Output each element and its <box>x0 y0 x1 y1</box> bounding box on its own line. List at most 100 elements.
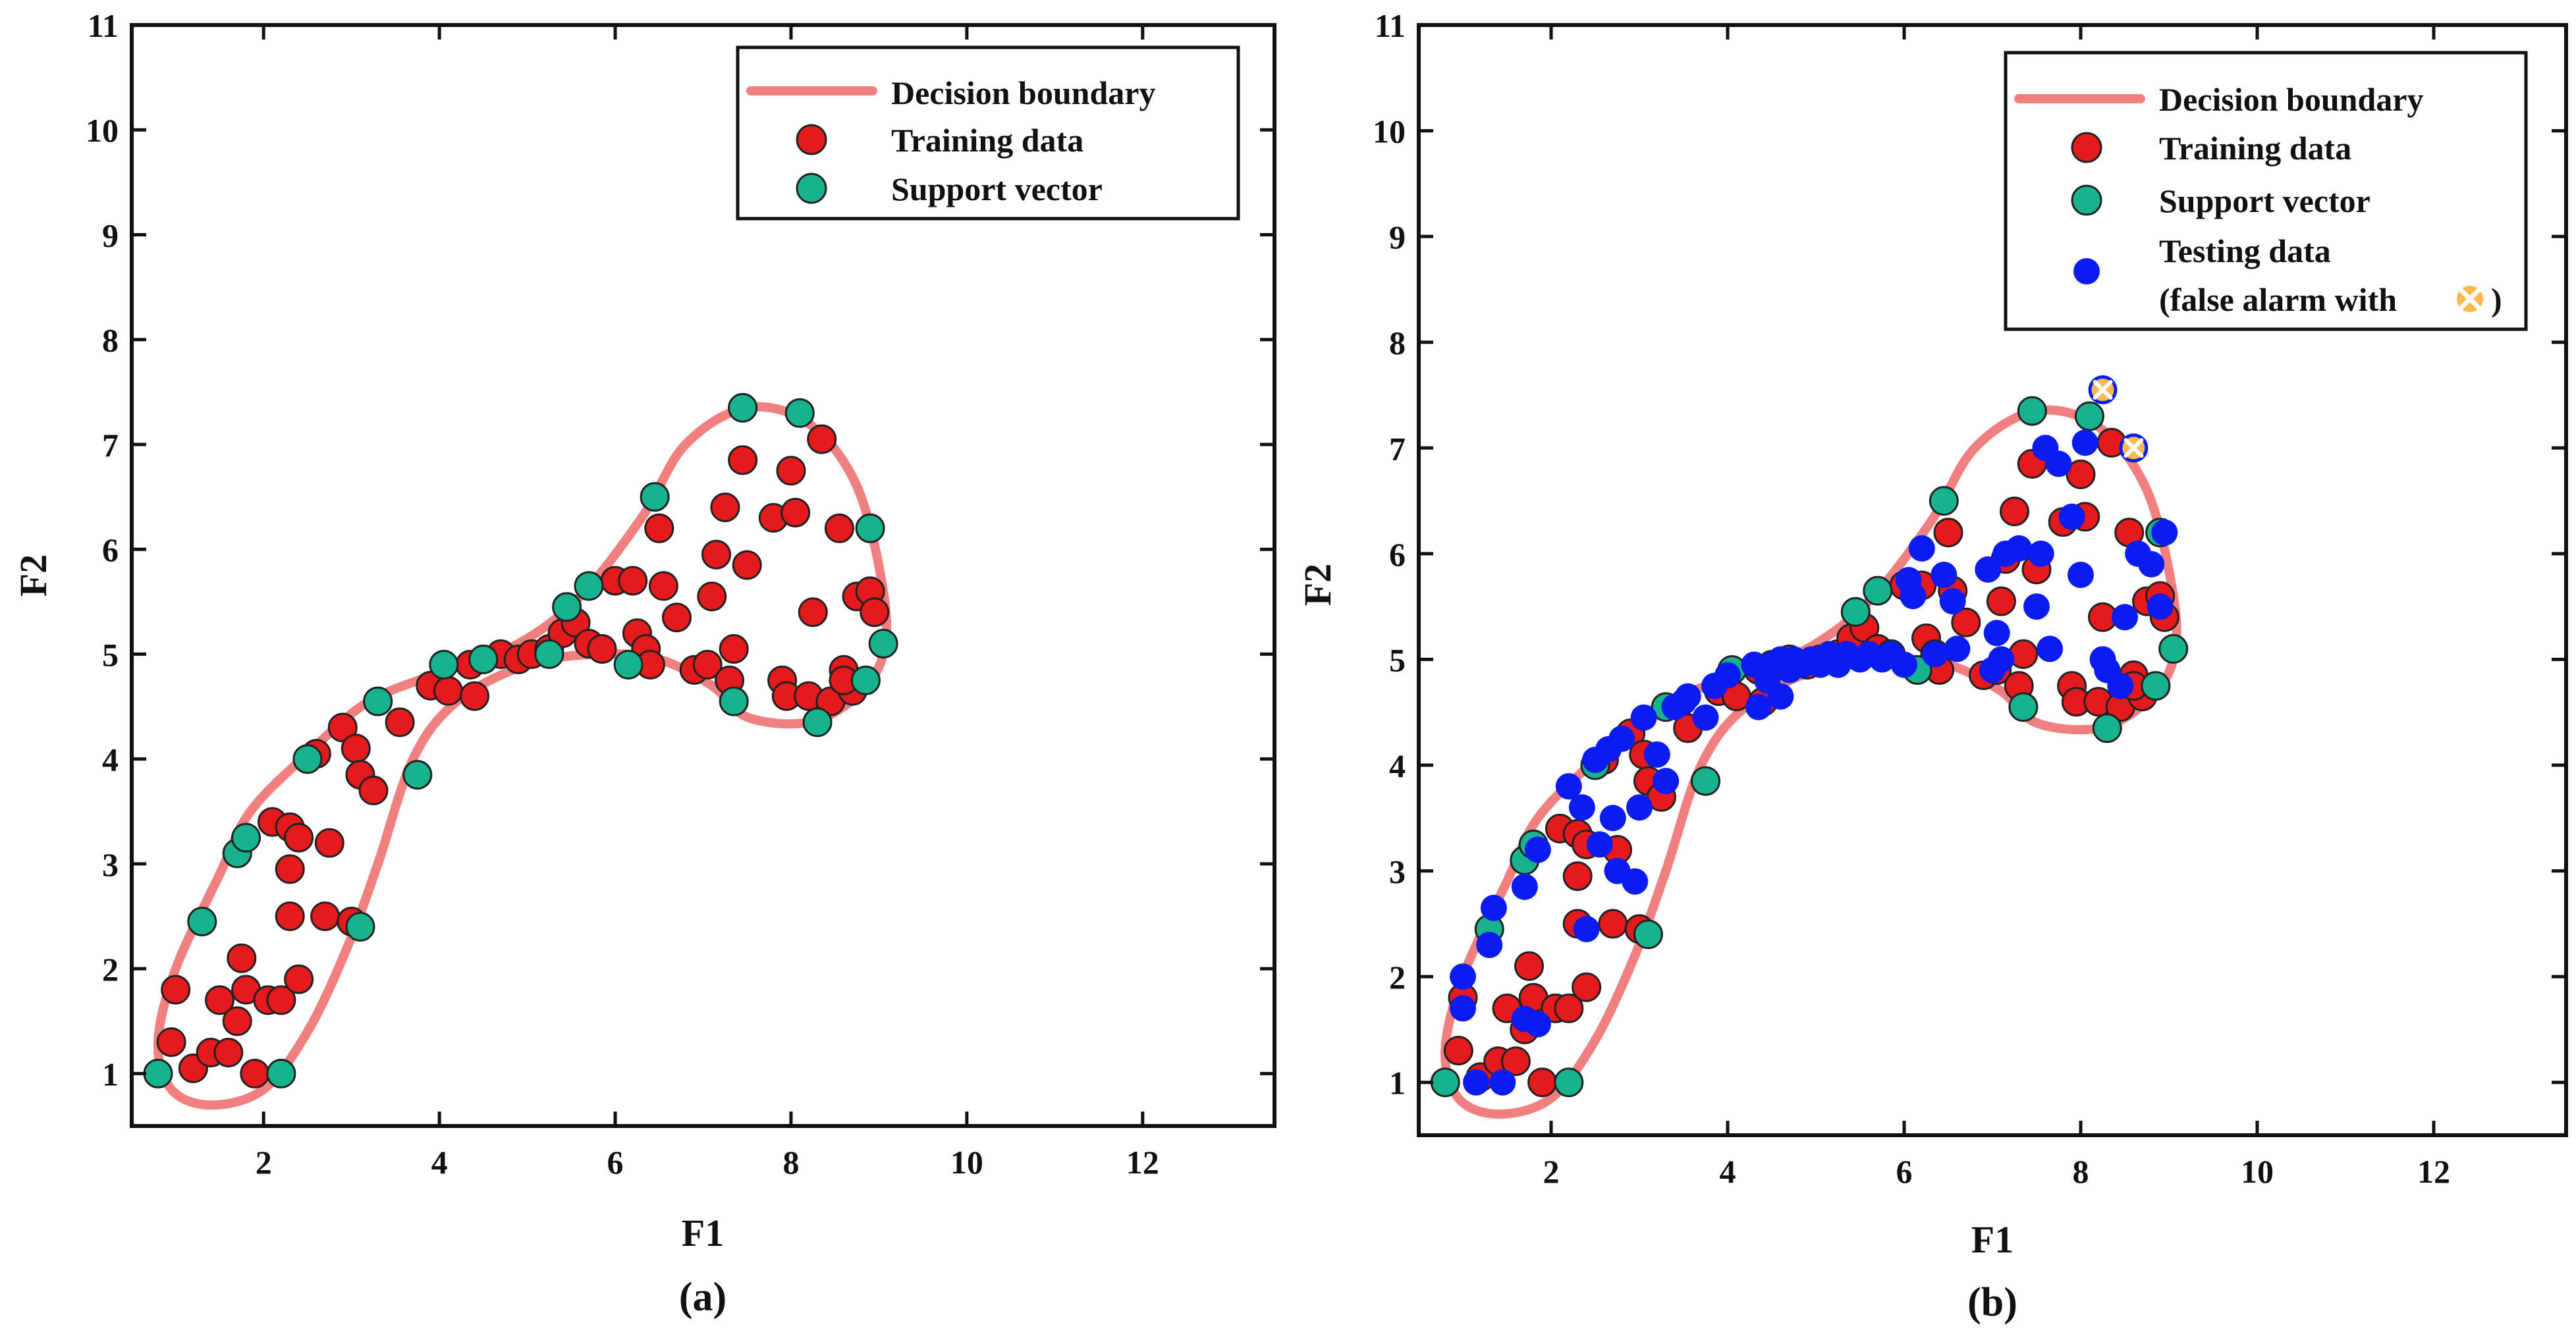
testing-data-point <box>2151 519 2178 546</box>
y-tick-label: 2 <box>102 951 119 988</box>
panel-b-label: (b) <box>1967 1280 2017 1325</box>
legend-support-marker <box>2071 184 2102 216</box>
y-tick-label: 5 <box>1389 641 1406 678</box>
support-vector-point <box>2141 671 2171 701</box>
support-vector-point <box>574 571 604 601</box>
training-data-point <box>728 445 758 475</box>
testing-data-point <box>1630 704 1657 731</box>
support-vector-point <box>143 1058 173 1088</box>
training-data-point <box>1443 1036 1473 1065</box>
training-data-point <box>358 775 389 805</box>
support-vector-point <box>1691 766 1720 796</box>
testing-data-point <box>1476 932 1503 958</box>
y-tick-label: 11 <box>1375 7 1406 44</box>
panel-b-axes-frame <box>1417 23 2568 1137</box>
support-vector-point <box>1430 1067 1460 1098</box>
testing-data-point <box>2027 540 2054 567</box>
y-tick-label: 8 <box>1389 325 1406 362</box>
testing-data-point <box>1599 805 1626 832</box>
legend-training-marker <box>2071 132 2102 163</box>
training-data-point <box>824 513 854 543</box>
y-tick-label: 3 <box>102 846 119 883</box>
support-vector-point <box>2158 633 2189 664</box>
panel-a-axes-frame <box>130 23 1276 1128</box>
testing-data-point <box>1511 873 1538 900</box>
training-data-point <box>776 456 806 486</box>
legend-testing-label: Testing data <box>2159 232 2331 269</box>
legend-support-marker <box>796 173 827 204</box>
x-tick-label: 4 <box>431 1144 448 1181</box>
training-data-point <box>781 498 811 527</box>
training-data-point <box>1514 951 1544 981</box>
testing-data-point <box>1586 831 1613 858</box>
training-data-point <box>798 597 828 628</box>
y-tick-label: 9 <box>102 217 119 254</box>
support-vector-point <box>613 649 644 680</box>
training-data-point <box>266 985 296 1015</box>
support-vector-point <box>2008 692 2039 722</box>
support-vector-point <box>2074 401 2104 431</box>
x-tick-label: 10 <box>2241 1153 2274 1190</box>
testing-data-point <box>1900 583 1927 610</box>
training-data-point <box>275 901 305 931</box>
training-data-point <box>1562 861 1593 892</box>
training-data-point <box>222 1006 252 1036</box>
panel-b-plot-marks <box>1430 375 2189 1119</box>
support-vector-point <box>468 644 499 674</box>
training-data-point <box>1572 972 1602 1002</box>
testing-data-point <box>2138 550 2165 577</box>
x-tick-label: 2 <box>1543 1153 1560 1190</box>
support-vector-point <box>855 513 885 543</box>
support-vector-point <box>728 392 758 423</box>
training-data-point <box>697 581 727 612</box>
false-alarm-x-icon <box>2124 438 2144 458</box>
x-tick-label: 4 <box>1720 1153 1736 1190</box>
training-data-point <box>1554 993 1584 1023</box>
training-data-point <box>341 734 371 764</box>
support-vector-point <box>1840 597 1871 627</box>
support-vector-point <box>1863 576 1893 606</box>
support-vector-point <box>266 1058 296 1088</box>
panel-a-legend: Decision boundary Training data Support … <box>736 45 1240 221</box>
y-tick-label: 6 <box>1389 536 1406 573</box>
legend-boundary-label: Decision boundary <box>891 74 1155 111</box>
testing-data-point <box>1463 1069 1490 1096</box>
training-data-point <box>1951 607 1981 637</box>
support-vector-point <box>231 822 261 853</box>
support-vector-point <box>292 744 323 774</box>
testing-data-point <box>1573 915 1600 942</box>
training-data-point <box>240 1058 270 1088</box>
false-alarm-icon <box>2458 287 2482 311</box>
training-data-point <box>710 493 740 522</box>
x-tick-label: 10 <box>950 1144 983 1181</box>
training-data-point <box>860 597 890 628</box>
panel-a-xlabel: F1 <box>682 1212 724 1254</box>
training-data-point <box>284 822 314 853</box>
panel-a-ylabel: F2 <box>12 554 55 597</box>
panel-a-plot-marks <box>143 392 898 1110</box>
support-vector-point <box>850 665 881 695</box>
panel-b-legend: Decision boundary Training data Support … <box>2004 51 2528 331</box>
y-tick-label: 9 <box>1389 219 1406 255</box>
support-vector-point <box>2017 396 2047 426</box>
support-vector-point <box>552 592 582 622</box>
training-data-point <box>644 513 674 543</box>
testing-data-point <box>1480 894 1507 921</box>
x-tick-label: 8 <box>782 1144 799 1181</box>
testing-data-point <box>2107 672 2134 699</box>
training-data-point <box>227 943 257 973</box>
testing-data-point <box>1975 556 2002 583</box>
support-vector-point <box>719 686 749 716</box>
training-data-point <box>662 603 692 633</box>
testing-data-point <box>1674 683 1701 710</box>
x-tick-label: 12 <box>2417 1153 2450 1190</box>
training-data-point <box>1933 518 1963 548</box>
training-data-point <box>327 712 358 743</box>
y-tick-label: 11 <box>88 7 119 44</box>
testing-data-point <box>1653 768 1680 795</box>
